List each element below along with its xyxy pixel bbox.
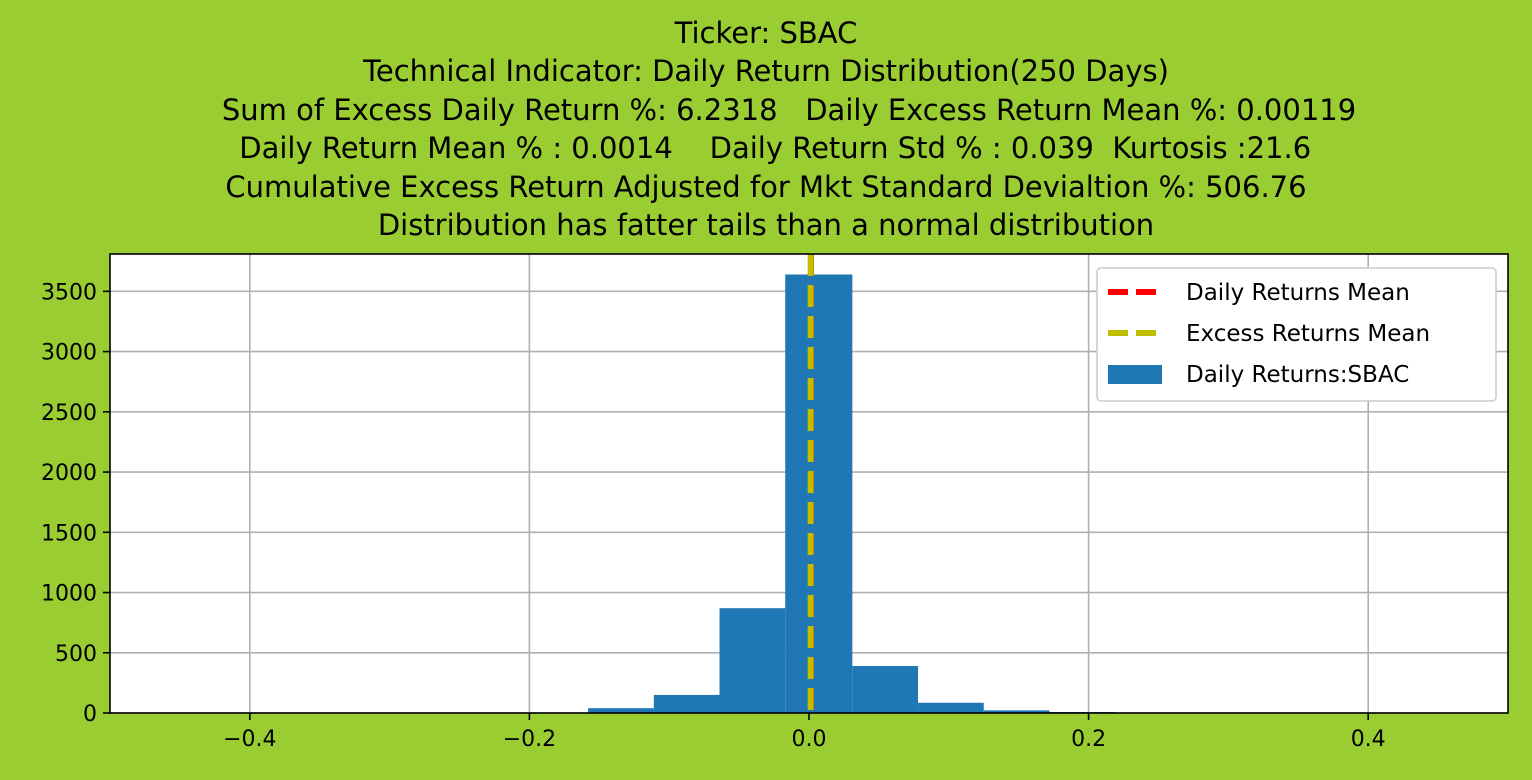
- legend-label: Excess Returns Mean: [1186, 321, 1430, 347]
- histogram-bar: [852, 666, 918, 713]
- legend-patch: [1108, 365, 1162, 384]
- legend: Daily Returns Mean Excess Returns Mean Dai…: [1097, 268, 1496, 401]
- histogram-bar: [918, 703, 984, 713]
- legend-label: Daily Returns:SBAC: [1186, 362, 1409, 388]
- y-tick-label: 3500: [41, 280, 97, 305]
- legend-label: Daily Returns Mean: [1186, 280, 1410, 306]
- histogram-bar: [654, 695, 720, 713]
- x-tick-label: 0.2: [1071, 727, 1106, 752]
- x-tick-label: 0.4: [1351, 727, 1386, 752]
- x-tick-label: −0.2: [503, 727, 556, 752]
- x-tick-label: −0.4: [223, 727, 276, 752]
- y-tick-label: 2500: [41, 401, 97, 426]
- y-tick-label: 0: [83, 702, 97, 727]
- y-tick-label: 500: [55, 642, 97, 667]
- y-tick-label: 1500: [41, 521, 97, 546]
- histogram-bar: [720, 608, 786, 713]
- y-tick-label: 1000: [41, 582, 97, 607]
- x-tick-label: 0.0: [792, 727, 827, 752]
- histogram-bar: [785, 274, 852, 713]
- y-tick-label: 3000: [41, 341, 97, 366]
- y-tick-label: 2000: [41, 461, 97, 486]
